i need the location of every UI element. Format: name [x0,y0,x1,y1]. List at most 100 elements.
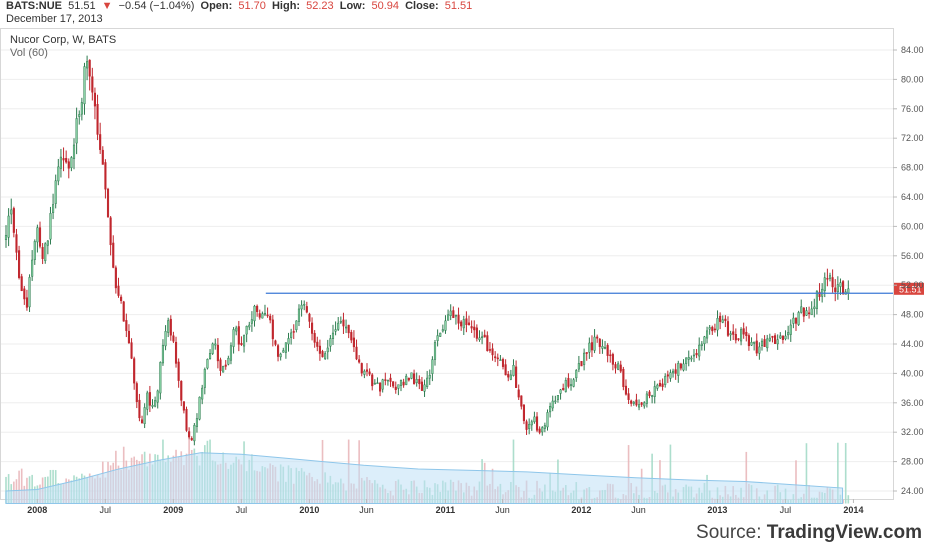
candle [564,380,567,392]
candle [651,395,654,397]
candle [363,370,366,375]
price-chart[interactable]: 51.51 24.00 28.00 32.00 36.00 40.00 44.00 48.0… [0,28,932,518]
close-label: Close: [405,0,439,12]
candle [617,363,620,370]
candle [140,419,144,424]
candle [491,348,494,356]
candle [567,377,570,387]
candle [771,335,774,338]
candle [763,339,766,347]
candle [671,370,675,374]
candle [188,431,191,438]
candle [515,366,518,388]
candle [781,335,784,340]
low-value: 50.94 [371,0,399,12]
x-tick-label: Jun [495,505,510,515]
candle [167,320,170,333]
candle [460,321,463,327]
candle [614,364,617,369]
candle [447,314,450,321]
high-value: 52.23 [306,0,334,12]
candle [588,342,591,353]
candle [206,359,209,369]
candle [96,104,99,135]
candle [695,353,698,356]
candle [661,383,664,387]
candle [454,314,457,317]
candle [630,400,633,404]
candle [517,389,520,398]
candle [282,350,285,353]
candle [329,338,332,347]
y-tick-label: 44.00 [901,339,924,349]
candle [292,331,295,333]
y-tick-label: 68.00 [901,163,924,173]
candle [75,118,78,144]
candle [7,215,10,238]
candle [721,319,724,323]
candle [114,267,117,289]
candle [193,425,196,442]
x-tick-label: 2008 [27,505,47,515]
candle [692,354,696,357]
volume-bar [745,451,748,504]
candle [360,363,363,374]
candle [365,369,369,372]
candle [624,385,628,395]
candle [10,209,13,215]
candle [93,92,97,107]
candle [750,341,753,346]
candle [164,331,167,347]
high-label: High: [271,0,301,12]
candle [679,363,682,369]
candle [91,76,94,93]
source-name: TradingView.com [766,522,922,543]
candles [4,55,850,446]
candle [656,384,659,389]
candle [682,363,685,371]
candle [245,325,248,335]
volume-bar [18,470,20,504]
candle [4,235,8,240]
candle [339,321,342,323]
candle [789,324,792,335]
candle [297,308,301,322]
candle [559,389,562,394]
candle [601,346,604,349]
candle [28,277,31,308]
x-tick-label: Jul [236,505,248,515]
candle [83,66,86,105]
candle [839,282,842,287]
candle [766,338,769,349]
candle [470,326,473,329]
candle [698,344,701,357]
candle [658,382,662,387]
candle [57,166,60,182]
candle [399,380,403,386]
candle [33,241,36,260]
candle [78,114,81,117]
y-tick-label: 64.00 [901,192,924,202]
candle [355,346,358,360]
candle [334,329,337,332]
x-tick-label: Jun [359,505,374,515]
candle [106,188,110,218]
candle [38,227,42,247]
candle [475,327,478,339]
candle [535,416,539,431]
price-change: −0.54 (−1.04%) [118,0,195,12]
candle [41,247,44,259]
candle [481,336,484,339]
candle [828,275,832,279]
candle [549,406,552,413]
y-tick-label: 52.00 [901,280,924,290]
candle [577,363,580,370]
candle [80,102,83,115]
price-tag-label: 51.51 [899,284,922,294]
quote-header: BATS:NUE 51.51 ▼ −0.54 (−1.04%) Open: 51… [6,0,475,26]
candle [423,384,426,392]
volume-bar [795,460,797,504]
candle [420,381,423,391]
candle [569,384,573,386]
candle [507,373,510,378]
